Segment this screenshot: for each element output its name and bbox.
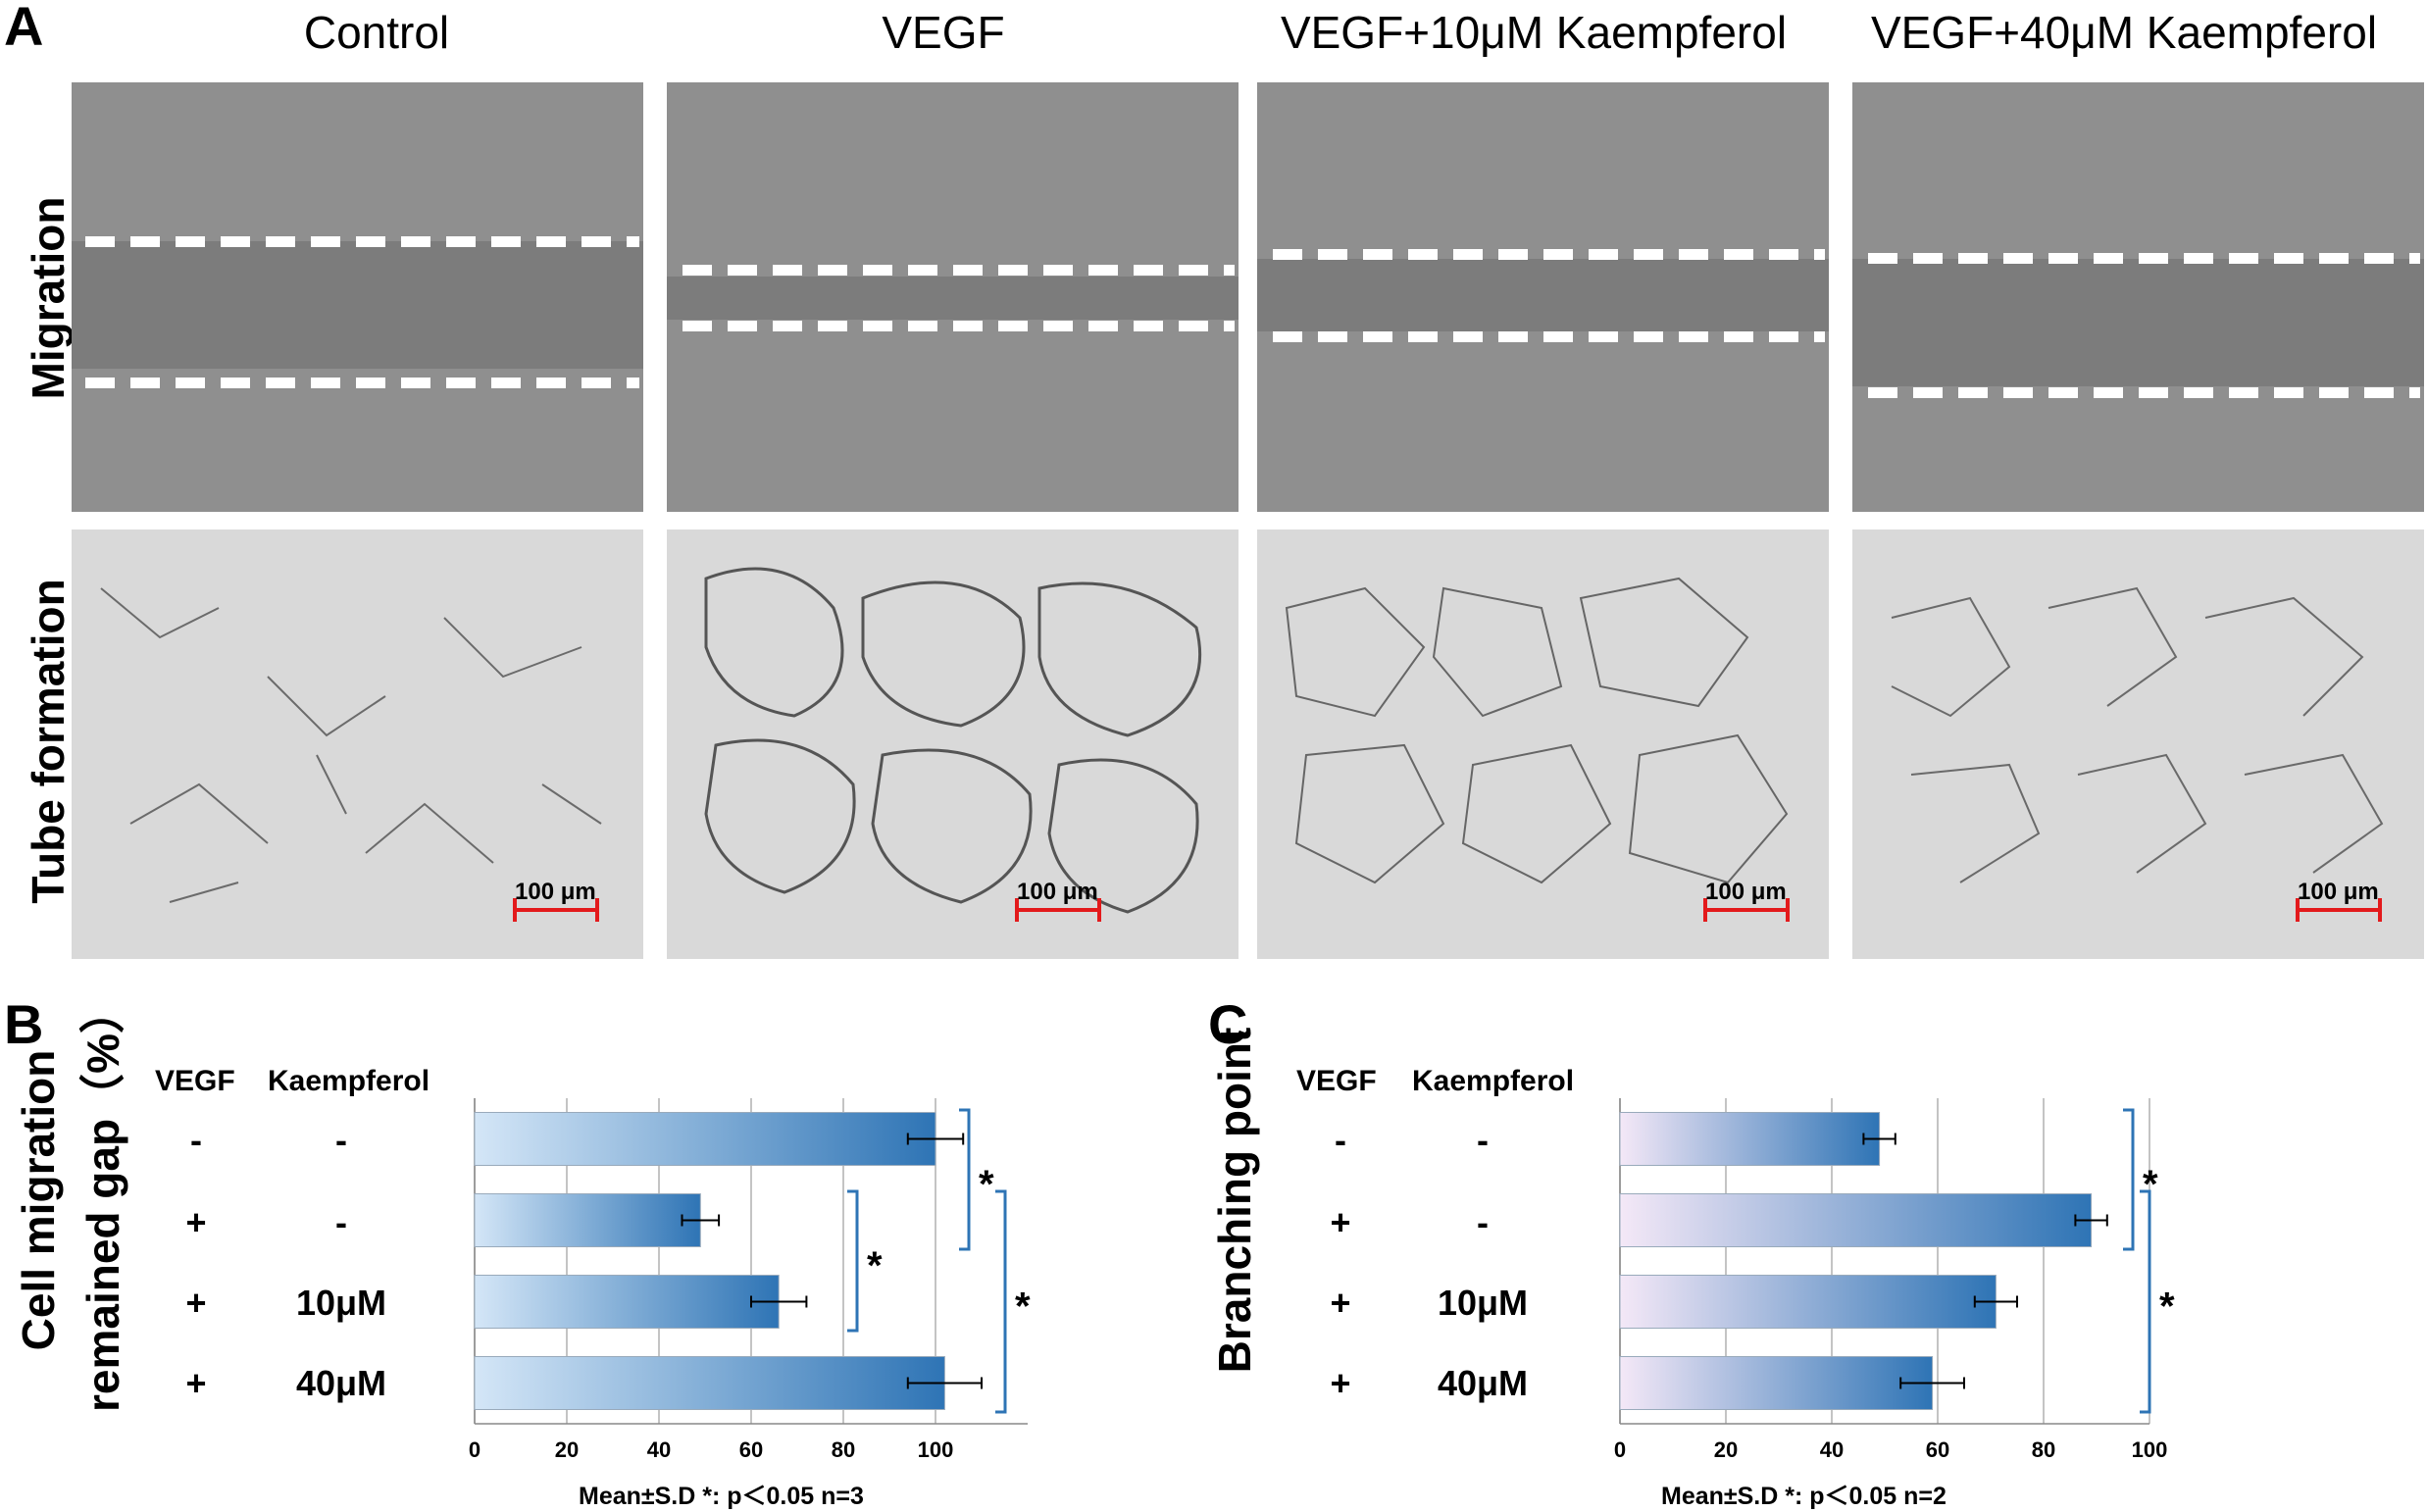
x-tick-label: 60 [739,1437,763,1462]
chart-c-footnote: Mean±S.D *: p＜0.05 n=2 [1661,1483,1947,1510]
table-c-kaempferol-cell: - [1477,1202,1489,1242]
bar [474,1193,701,1247]
row-label-tube-formation: Tube formation [23,579,74,904]
tube-network-dense [704,567,1202,914]
chart-b-migration-gap: 0 20 40 60 80 100 * * * [469,1098,1031,1462]
column-title-vegf: VEGF [882,7,1005,58]
bar [1619,1193,2093,1247]
x-tick-label: 80 [832,1437,855,1462]
chart-b-ylabel-line2: remained gap（%） [77,988,128,1412]
panel-letter-b: B [4,993,44,1055]
significance-bracket [959,1108,971,1251]
scale-bar-vegf [1015,898,1101,922]
scale-bar-label-vegf: 100 μm [1017,879,1098,905]
tube-image-vegf-40um: 100 μm [1852,529,2424,959]
table-b-kaempferol-cell: - [335,1202,347,1242]
bar [474,1112,936,1166]
significance-star: * [2159,1285,2175,1329]
table-c-kaempferol-cell: 10μM [1437,1283,1529,1323]
table-b-kaempferol-cell: 10μM [295,1283,387,1323]
migration-image-control [72,82,643,512]
scale-bar-control [513,898,599,922]
chart-b-ylabel-line1: Cell migration [13,1049,64,1351]
x-tick-label: 100 [2132,1437,2168,1462]
significance-bracket [2123,1108,2135,1251]
migration-image-vegf [667,82,1239,512]
x-tick-label: 40 [647,1437,671,1462]
scale-bar-label-vegf-40um: 100 μm [2298,879,2379,905]
scale-bar-vegf-10um [1703,898,1790,922]
column-title-vegf-10um: VEGF+10μM Kaempferol [1280,7,1788,58]
bar [474,1356,945,1410]
chart-c-ylabel: Branching point [1209,1027,1260,1374]
x-tick-label: 0 [469,1437,480,1462]
row-label-migration: Migration [23,196,74,400]
bar [1619,1112,1881,1166]
table-c-vegf-cell: - [1335,1120,1346,1160]
significance-bracket [995,1189,1007,1414]
table-c-kaempferol-cell: - [1477,1120,1489,1160]
migration-image-vegf-10um [1257,82,1829,512]
panel-letter-c: C [1208,993,1248,1055]
column-title-vegf-40um: VEGF+40μM Kaempferol [1870,7,2378,58]
table-c-vegf-cell: + [1330,1202,1351,1242]
migration-image-vegf-40um [1852,82,2424,512]
x-tick-label: 60 [1926,1437,1949,1462]
x-tick-label: 100 [918,1437,954,1462]
tube-image-vegf-10um: 100 μm [1257,529,1829,959]
x-tick-label: 80 [2032,1437,2055,1462]
tube-network-medium [1285,577,1789,884]
table-b-kaempferol-cell: - [335,1120,347,1160]
x-tick-label: 0 [1614,1437,1626,1462]
x-tick-label: 40 [1820,1437,1844,1462]
scale-bar-label-vegf-10um: 100 μm [1705,879,1787,905]
tube-network-sparse [100,587,602,903]
significance-bracket [2140,1189,2151,1414]
significance-star: * [979,1163,994,1206]
table-b-header-kaempferol: Kaempferol [268,1065,430,1097]
tube-image-vegf: 100 μm [667,529,1239,959]
bar [1619,1275,1997,1329]
table-c-vegf-cell: + [1330,1363,1351,1403]
table-b-vegf-cell: - [190,1120,202,1160]
x-tick-label: 20 [1714,1437,1738,1462]
table-c-header-kaempferol: Kaempferol [1412,1065,1575,1097]
significance-star: * [2143,1163,2158,1206]
table-c-header-vegf: VEGF [1296,1065,1377,1097]
tube-network-medium-sparse [1891,586,2384,883]
table-b-vegf-cell: + [185,1363,207,1403]
table-c-vegf-cell: + [1330,1283,1351,1323]
table-b-vegf-cell: + [185,1202,207,1242]
bar [474,1275,780,1329]
significance-star: * [1015,1285,1031,1329]
chart-c-branching-point: 0 20 40 60 80 100 * * [1614,1098,2175,1462]
table-b-kaempferol-cell: 40μM [295,1363,387,1403]
chart-b-footnote: Mean±S.D *: p＜0.05 n=3 [579,1483,864,1510]
significance-star: * [867,1244,883,1287]
scale-bar-label-control: 100 μm [515,879,596,905]
table-b-vegf-cell: + [185,1283,207,1323]
significance-bracket [847,1189,859,1333]
x-tick-label: 20 [555,1437,579,1462]
table-c-kaempferol-cell: 40μM [1437,1363,1529,1403]
panel-letter-a: A [4,0,44,57]
column-title-control: Control [303,7,450,58]
scale-bar-vegf-40um [2296,898,2382,922]
table-b-header-vegf: VEGF [155,1065,235,1097]
tube-image-control: 100 μm [72,529,643,959]
bar [1619,1356,1934,1410]
